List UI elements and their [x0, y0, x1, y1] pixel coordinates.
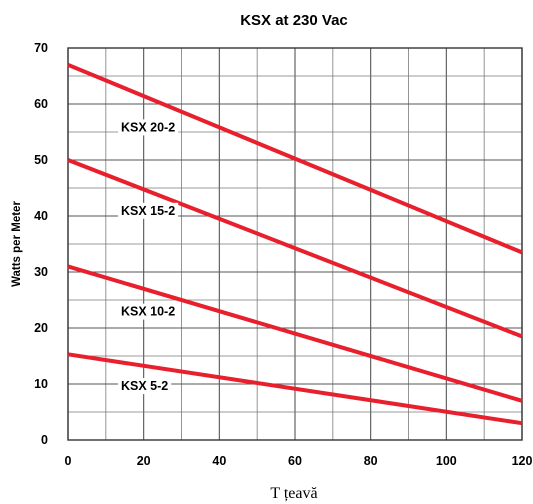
y-tick-label: 10 [34, 377, 48, 391]
series-label-4: KSX 5-2 [117, 378, 172, 395]
y-tick-label: 50 [34, 153, 48, 167]
series-label-bg [117, 303, 179, 320]
y-tick-label: 70 [34, 41, 48, 55]
chart-title: KSX at 230 Vac [240, 12, 348, 29]
x-axis-label: T țeavă [270, 485, 317, 502]
x-tick-label: 120 [512, 454, 533, 468]
x-axis-ticks: 0 20 40 60 80 100 120 [65, 454, 533, 468]
series-lines [67, 62, 523, 426]
series-label-3: KSX 10-2 [117, 303, 179, 320]
series-line-1 [67, 62, 523, 255]
y-axis-ticks: 0 10 20 30 40 50 60 70 [34, 41, 48, 447]
x-tick-label: 100 [436, 454, 457, 468]
y-tick-label: 40 [34, 209, 48, 223]
series-label-text: KSX 15-2 [121, 204, 175, 218]
series-label-text: KSX 10-2 [121, 305, 175, 319]
series-label-text: KSX 20-2 [121, 120, 175, 134]
y-tick-label: 0 [41, 433, 48, 447]
x-tick-label: 80 [364, 454, 378, 468]
x-tick-label: 20 [137, 454, 151, 468]
y-tick-label: 60 [34, 97, 48, 111]
series-line-4 [67, 352, 523, 426]
y-axis-label: Watts per Meter [11, 201, 23, 287]
y-tick-label: 20 [34, 321, 48, 335]
series-line-2 [67, 158, 523, 339]
series-label-bg [117, 202, 179, 219]
series-line-3 [67, 264, 523, 403]
y-tick-label: 30 [34, 265, 48, 279]
series-label-bg [117, 378, 172, 395]
series-label-1: KSX 20-2 [117, 119, 179, 136]
series-labels: KSX 20-2 KSX 15-2 KSX 10-2 KSX 5-2 [117, 119, 179, 395]
grid [67, 47, 523, 441]
series-label-text: KSX 5-2 [121, 379, 168, 393]
x-tick-label: 40 [212, 454, 226, 468]
x-tick-label: 0 [65, 454, 72, 468]
series-label-2: KSX 15-2 [117, 202, 179, 219]
plot-frame [67, 47, 523, 441]
series-label-bg [117, 119, 179, 136]
x-tick-label: 60 [288, 454, 302, 468]
